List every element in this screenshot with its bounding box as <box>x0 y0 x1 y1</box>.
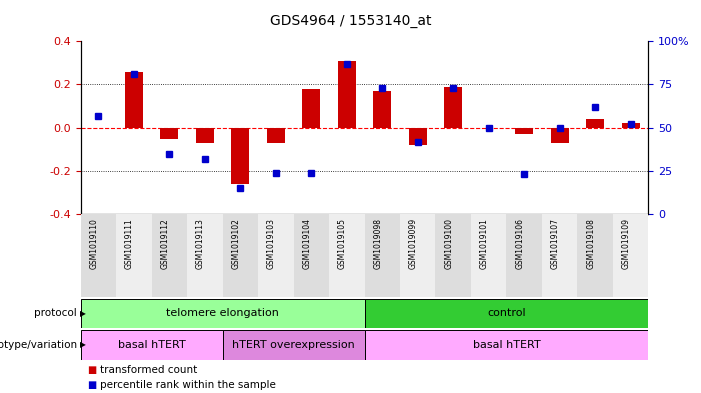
Text: basal hTERT: basal hTERT <box>118 340 186 350</box>
Text: telomere elongation: telomere elongation <box>166 309 279 318</box>
Bar <box>223 214 258 297</box>
Bar <box>551 128 569 143</box>
Bar <box>471 214 507 297</box>
Text: GSM1019099: GSM1019099 <box>409 219 418 270</box>
Bar <box>258 214 294 297</box>
Bar <box>578 214 613 297</box>
Text: basal hTERT: basal hTERT <box>472 340 540 350</box>
Text: GSM1019112: GSM1019112 <box>161 219 170 269</box>
Bar <box>161 128 178 139</box>
Text: control: control <box>487 309 526 318</box>
Bar <box>435 214 471 297</box>
Bar <box>187 214 223 297</box>
Bar <box>515 128 533 134</box>
Text: ▶: ▶ <box>80 340 86 349</box>
Bar <box>506 214 542 297</box>
Text: hTERT overexpression: hTERT overexpression <box>232 340 355 350</box>
Bar <box>81 330 223 360</box>
Text: ■: ■ <box>88 380 97 390</box>
Text: GSM1019107: GSM1019107 <box>551 219 559 269</box>
Bar <box>302 89 320 128</box>
Text: GSM1019103: GSM1019103 <box>267 219 275 269</box>
Text: GSM1019100: GSM1019100 <box>444 219 454 269</box>
Text: GSM1019109: GSM1019109 <box>622 219 631 269</box>
Text: GSM1019104: GSM1019104 <box>302 219 311 269</box>
Bar <box>329 214 365 297</box>
Text: ■: ■ <box>88 365 97 375</box>
Bar <box>374 91 391 128</box>
Text: GSM1019113: GSM1019113 <box>196 219 205 269</box>
Bar <box>338 61 355 128</box>
Text: GSM1019110: GSM1019110 <box>89 219 98 269</box>
Text: GSM1019106: GSM1019106 <box>515 219 524 269</box>
Text: GSM1019105: GSM1019105 <box>338 219 347 269</box>
Bar <box>400 214 435 297</box>
Bar <box>196 128 214 143</box>
Bar <box>586 119 604 128</box>
Text: GSM1019101: GSM1019101 <box>479 219 489 269</box>
Bar <box>151 214 187 297</box>
Bar <box>231 128 249 184</box>
Bar <box>267 128 285 143</box>
Bar <box>365 330 648 360</box>
Text: protocol: protocol <box>34 309 77 318</box>
Text: transformed count: transformed count <box>100 365 198 375</box>
Bar <box>613 214 648 297</box>
Text: GSM1019098: GSM1019098 <box>373 219 382 269</box>
Text: GSM1019111: GSM1019111 <box>125 219 134 269</box>
Text: genotype/variation: genotype/variation <box>0 340 77 350</box>
Bar <box>622 123 639 128</box>
Bar <box>444 86 462 128</box>
Bar <box>223 330 365 360</box>
Bar <box>81 299 365 328</box>
Bar <box>409 128 427 145</box>
Text: percentile rank within the sample: percentile rank within the sample <box>100 380 276 390</box>
Bar <box>365 214 400 297</box>
Text: ▶: ▶ <box>80 309 86 318</box>
Bar <box>125 72 143 128</box>
Bar <box>365 299 648 328</box>
Bar <box>294 214 329 297</box>
Text: GDS4964 / 1553140_at: GDS4964 / 1553140_at <box>270 14 431 28</box>
Text: GSM1019108: GSM1019108 <box>586 219 595 269</box>
Text: GSM1019102: GSM1019102 <box>231 219 240 269</box>
Bar <box>542 214 578 297</box>
Bar <box>81 214 116 297</box>
Bar <box>116 214 151 297</box>
